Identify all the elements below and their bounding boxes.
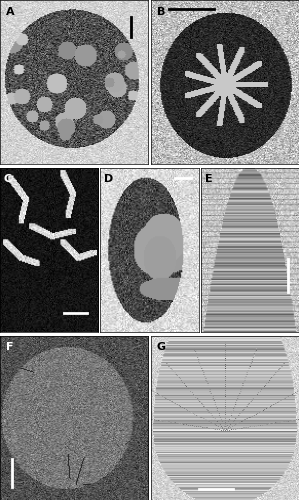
Text: B: B [157,6,165,16]
Text: E: E [205,174,212,184]
Text: F: F [6,342,13,352]
Text: D: D [104,174,114,184]
Text: A: A [6,6,15,16]
Text: C: C [4,174,12,184]
Text: G: G [157,342,166,352]
